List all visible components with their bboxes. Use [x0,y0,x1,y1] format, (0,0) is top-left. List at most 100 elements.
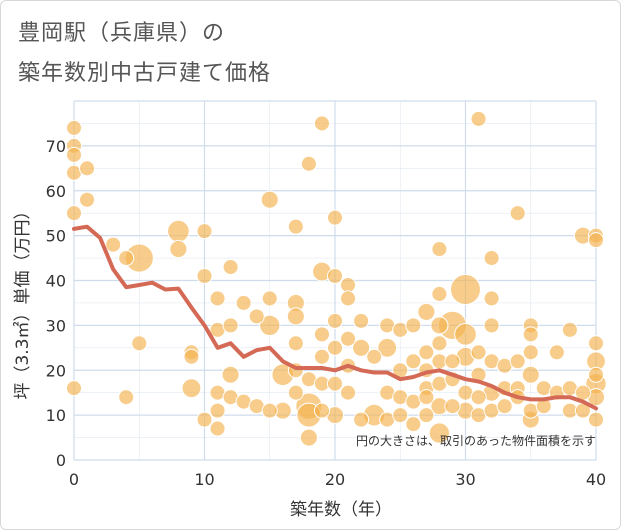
data-bubble [392,407,409,424]
average-line [72,224,598,411]
x-tick-label: 10 [194,470,214,489]
data-bubble [430,316,449,335]
y-tick-label: 70 [46,137,66,156]
data-bubble [483,290,500,307]
data-bubble [418,407,435,424]
y-tick-label: 10 [46,406,66,425]
data-bubble [496,398,513,415]
data-bubble [196,267,213,285]
data-bubble [65,119,83,136]
y-tick-label: 60 [46,182,66,201]
data-bubble [483,317,500,334]
data-bubble [587,411,605,428]
y-axis-label: 坪（3.3㎡）単価（万円） [13,202,33,399]
data-bubble [431,285,448,302]
x-tick-label: 30 [455,470,475,489]
x-tick-label: 20 [325,470,345,489]
data-bubble [522,344,539,361]
data-bubble [286,307,305,326]
data-bubble [313,326,330,343]
chart-title-line-1: 豊岡駅（兵庫県）の [18,21,226,46]
data-bubble [222,259,239,276]
data-bubble [431,335,448,352]
data-bubble [418,344,435,361]
data-bubble [169,240,188,259]
ticks: 0 10 20 30 40 0 10 20 30 40 50 60 70 [46,137,607,489]
data-bubble [366,348,383,365]
chart-title-line-2: 築年数別中古戸建て価格 [18,61,272,86]
data-bubble [221,365,240,384]
data-bubble [470,389,487,406]
data-bubble [405,317,422,334]
data-bubble [521,365,540,384]
data-bubble [65,205,83,222]
data-bubble [326,209,344,226]
data-bubble [300,155,317,172]
data-bubble [313,348,330,365]
data-bubble [353,312,370,329]
data-bubble [561,321,578,338]
data-bubble [287,218,304,235]
data-bubble [79,191,96,208]
data-bubble [450,274,481,305]
data-bubble [418,389,435,406]
data-bubble [377,337,398,358]
data-bubble [405,353,422,370]
data-bubble [209,402,226,419]
data-bubble [340,276,357,294]
data-bubble [196,411,213,428]
data-bubble [548,344,565,361]
data-bubble [340,290,357,307]
data-bubble [405,416,422,433]
data-bubble [196,223,213,240]
y-tick-label: 40 [46,272,66,291]
data-bubble [235,294,252,311]
data-bubble [261,402,278,419]
y-tick-label: 50 [46,227,66,246]
x-tick-label: 0 [69,470,79,489]
data-bubble [522,326,539,343]
data-bubble [444,398,461,415]
y-tick-label: 30 [46,316,66,335]
data-bubble [261,290,278,307]
data-bubble [417,302,436,321]
data-bubble [353,411,370,428]
average-price-line [72,224,598,411]
data-bubble [183,348,200,365]
data-bubble [587,232,605,249]
data-bubble [118,389,135,406]
data-bubble [428,422,451,444]
data-bubble [483,250,500,267]
bubble-size-note: 円の大きさは、取引のあった物件面積を示す [356,433,596,448]
data-bubble [167,219,190,243]
data-bubble [105,236,122,253]
data-bubble [313,402,330,419]
y-tick-label: 0 [56,451,66,470]
data-bubble [287,384,304,401]
data-bubble [259,314,281,337]
data-bubble [326,312,344,329]
x-tick-label: 40 [586,470,606,489]
data-bubble [340,330,357,347]
data-bubble [313,115,330,132]
data-bubble [299,428,318,447]
data-bubble [65,380,83,397]
data-bubble [248,308,265,325]
data-bubble [326,267,344,285]
data-bubble [260,190,279,209]
data-bubble [470,110,487,127]
data-bubble [587,366,605,383]
data-bubble [587,335,605,352]
data-bubble [131,335,148,352]
data-bubble [352,338,371,357]
data-bubble [470,344,487,361]
data-bubble [340,384,357,401]
data-bubble [209,290,226,307]
data-bubble [79,160,96,177]
data-bubble [209,420,226,437]
y-tick-label: 20 [46,361,66,380]
data-bubble [326,339,344,356]
data-bubble [222,317,239,334]
